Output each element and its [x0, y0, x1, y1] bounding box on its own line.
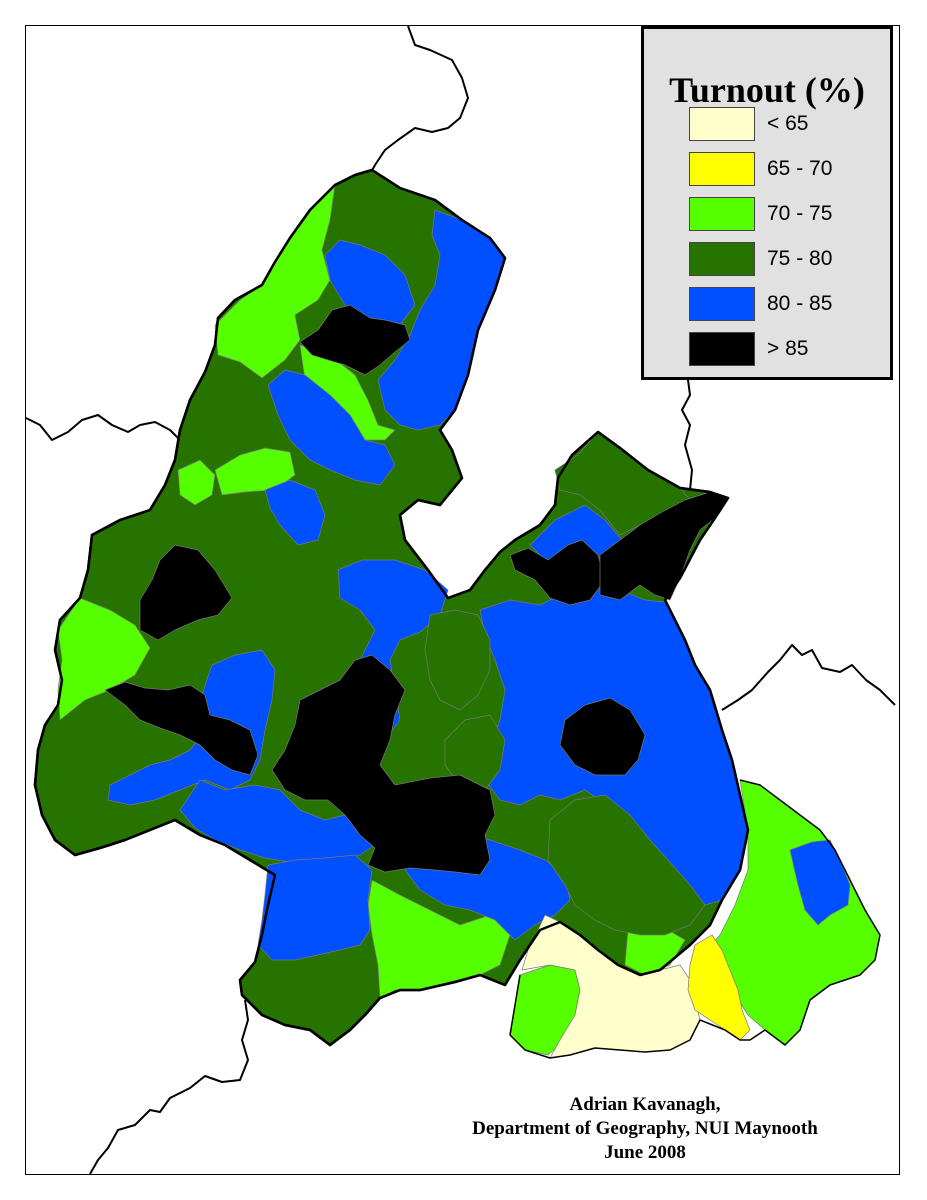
legend-item-75-80: 75 - 80 — [689, 242, 832, 276]
region-west-mid-70-75 — [214, 447, 296, 496]
legend-label: < 65 — [767, 112, 809, 135]
legend-item-over-85: > 85 — [689, 332, 808, 366]
legend-swatch — [689, 332, 755, 366]
region-west-small-70-75 — [177, 459, 216, 506]
west-boundary-line — [25, 414, 181, 441]
legend-swatch — [689, 152, 755, 186]
east-boundary-line-upper — [681, 379, 693, 491]
region-south-80-85 — [257, 854, 373, 961]
region-far-west-70-75 — [57, 597, 151, 721]
legend-label: 80 - 85 — [767, 292, 833, 315]
legend-label: 70 - 75 — [767, 202, 833, 225]
legend-swatch — [689, 287, 755, 321]
legend-title: Turnout (%) — [669, 70, 865, 110]
legend: Turnout (%) < 65 65 - 70 70 - 75 75 - 80… — [641, 26, 893, 380]
north-boundary-line — [367, 25, 469, 179]
region-centre-inner-75-80 — [424, 609, 491, 711]
region-east-inner-75-80 — [547, 794, 706, 936]
neighbour-boundaries — [25, 25, 896, 1175]
legend-item-under-65: < 65 — [689, 107, 808, 141]
region-north-over-85 — [299, 304, 411, 376]
region-centre-over-85 — [271, 654, 496, 876]
legend-item-70-75: 70 - 75 — [689, 197, 832, 231]
credit-department: Department of Geography, NUI Maynooth — [472, 1118, 818, 1139]
region-far-east-80-85 — [789, 839, 851, 926]
legend-label: 65 - 70 — [767, 157, 833, 180]
credit-author: Adrian Kavanagh, — [569, 1094, 721, 1115]
legend-swatch — [689, 242, 755, 276]
region-ne-over-85 — [599, 491, 729, 601]
region-mid-north-80-85 — [267, 369, 396, 486]
legend-swatch — [689, 197, 755, 231]
southeast-outline — [509, 779, 881, 1059]
region-mid-80-85 — [264, 479, 326, 546]
south-boundary-line — [89, 999, 249, 1175]
region-south-65-70 — [687, 934, 751, 1041]
county-outline — [33, 168, 750, 1047]
regions — [33, 168, 881, 1059]
region-east-central-over-85 — [559, 697, 646, 776]
credit-date: June 2008 — [604, 1142, 686, 1163]
map-credits: Adrian Kavanagh, Department of Geography… — [420, 1093, 870, 1165]
legend-item-65-70: 65 - 70 — [689, 152, 832, 186]
legend-label: 75 - 80 — [767, 247, 833, 270]
region-west-over-85 — [139, 544, 233, 641]
region-centre-south-75-80 — [444, 714, 506, 791]
legend-label: > 85 — [767, 337, 809, 360]
east-boundary-line-lower — [721, 644, 896, 711]
legend-swatch — [689, 107, 755, 141]
region-sw-over-85 — [104, 681, 259, 776]
legend-item-80-85: 80 - 85 — [689, 287, 832, 321]
